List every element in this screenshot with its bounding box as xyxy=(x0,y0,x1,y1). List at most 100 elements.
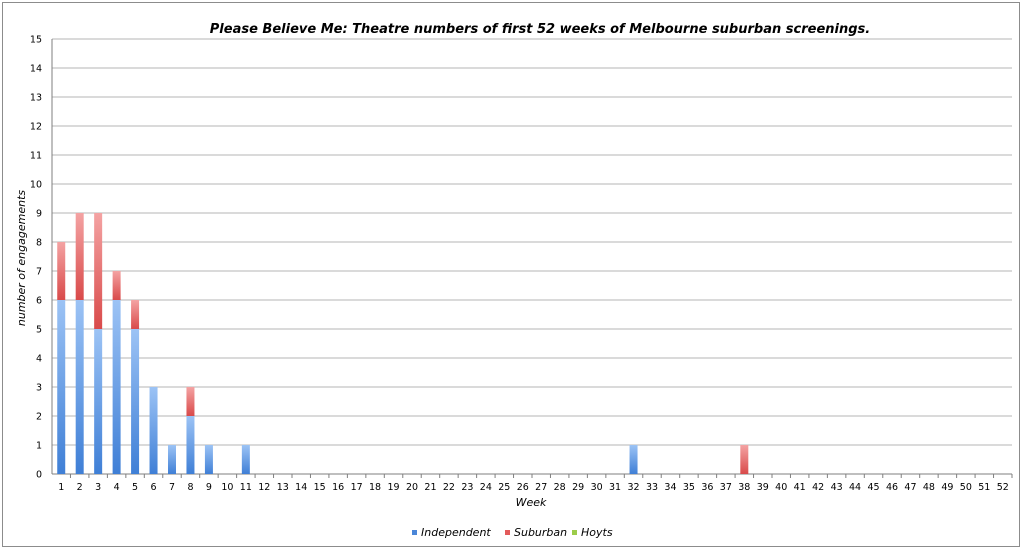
bar-suburban-week-8 xyxy=(186,387,195,416)
x-tick-label: 6 xyxy=(151,482,157,493)
bar-independent-week-11 xyxy=(241,445,250,474)
x-tick-label: 36 xyxy=(701,482,713,493)
x-axis-ticks: 1 2 3 4 5 6 7 8 9 10 11 12 13 14 15 16 17 18 19 20 21 22 23 24 2… xyxy=(58,474,1013,493)
x-tick-label: 3 xyxy=(95,482,101,493)
bar-suburban-week-3 xyxy=(94,213,103,329)
x-tick-label: 37 xyxy=(720,482,732,493)
x-tick-label: 35 xyxy=(683,482,695,493)
bar-independent-week-9 xyxy=(204,445,213,474)
x-tick-label: 4 xyxy=(114,482,120,493)
x-tick-label: 13 xyxy=(277,482,289,493)
x-tick-label: 34 xyxy=(664,482,676,493)
x-tick-label: 2 xyxy=(77,482,83,493)
x-tick-label: 12 xyxy=(258,482,270,493)
x-tick-label: 9 xyxy=(206,482,212,493)
x-tick-label: 11 xyxy=(240,482,252,493)
y-tick-label: 5 xyxy=(36,325,42,336)
bar-independent-week-32 xyxy=(629,445,638,474)
x-tick-label: 22 xyxy=(443,482,455,493)
x-tick-label: 32 xyxy=(627,482,639,493)
x-tick-label: 15 xyxy=(314,482,326,493)
x-tick-label: 31 xyxy=(609,482,621,493)
y-tick-label: 14 xyxy=(30,64,42,75)
y-tick-label: 15 xyxy=(30,35,42,46)
x-tick-label: 17 xyxy=(351,482,363,493)
legend-label-suburban: Suburban xyxy=(514,526,567,539)
y-tick-label: 13 xyxy=(30,93,42,104)
y-tick-label: 2 xyxy=(36,412,42,423)
x-tick-label: 7 xyxy=(169,482,175,493)
x-tick-label: 28 xyxy=(554,482,566,493)
bar-suburban-week-5 xyxy=(131,300,140,329)
x-tick-label: 20 xyxy=(406,482,418,493)
x-tick-label: 10 xyxy=(221,482,233,493)
x-tick-label: 16 xyxy=(332,482,344,493)
y-tick-label: 11 xyxy=(30,151,42,162)
x-tick-label: 40 xyxy=(775,482,787,493)
bar-suburban-week-1 xyxy=(57,242,66,300)
bars xyxy=(57,213,749,474)
y-axis-label: number of engagements xyxy=(15,190,28,327)
legend-label-hoyts: Hoyts xyxy=(581,526,613,539)
x-tick-label: 24 xyxy=(480,482,492,493)
y-tick-label: 6 xyxy=(36,296,42,307)
bar-independent-week-6 xyxy=(149,387,158,474)
x-tick-label: 45 xyxy=(867,482,879,493)
x-tick-label: 25 xyxy=(498,482,510,493)
legend-swatch-hoyts xyxy=(572,530,577,535)
x-tick-label: 27 xyxy=(535,482,547,493)
y-tick-label: 4 xyxy=(36,354,42,365)
x-tick-label: 1 xyxy=(58,482,64,493)
x-tick-label: 30 xyxy=(591,482,603,493)
legend-label-independent: Independent xyxy=(421,526,491,539)
y-tick-label: 1 xyxy=(36,441,42,452)
bar-independent-week-2 xyxy=(75,300,84,474)
x-tick-label: 21 xyxy=(424,482,436,493)
x-tick-label: 48 xyxy=(923,482,935,493)
x-tick-label: 5 xyxy=(132,482,138,493)
y-tick-label: 9 xyxy=(36,209,42,220)
y-tick-label: 10 xyxy=(30,180,42,191)
x-tick-label: 14 xyxy=(295,482,307,493)
y-tick-label: 12 xyxy=(30,122,42,133)
bar-independent-week-5 xyxy=(131,329,140,474)
x-tick-label: 8 xyxy=(187,482,193,493)
x-tick-label: 51 xyxy=(978,482,990,493)
x-tick-label: 50 xyxy=(960,482,972,493)
y-tick-label: 8 xyxy=(36,238,42,249)
x-tick-label: 23 xyxy=(461,482,473,493)
bar-suburban-week-4 xyxy=(112,271,121,300)
x-tick-label: 29 xyxy=(572,482,584,493)
x-tick-label: 26 xyxy=(517,482,529,493)
bar-independent-week-1 xyxy=(57,300,66,474)
x-tick-label: 46 xyxy=(886,482,898,493)
x-axis-label: Week xyxy=(516,496,547,509)
x-tick-label: 44 xyxy=(849,482,861,493)
x-tick-label: 18 xyxy=(369,482,381,493)
x-tick-label: 19 xyxy=(387,482,399,493)
bar-suburban-week-2 xyxy=(75,213,84,300)
chart-title: Please Believe Me: Theatre numbers of fi… xyxy=(210,22,870,37)
x-tick-label: 38 xyxy=(738,482,750,493)
grid-lines xyxy=(51,38,1012,475)
x-tick-label: 47 xyxy=(904,482,916,493)
x-tick-label: 39 xyxy=(757,482,769,493)
x-tick-label: 33 xyxy=(646,482,658,493)
y-tick-label: 7 xyxy=(36,267,42,278)
legend-swatch-independent xyxy=(412,530,417,535)
y-tick-label: 0 xyxy=(36,470,42,481)
bar-independent-week-4 xyxy=(112,300,121,474)
x-tick-label: 42 xyxy=(812,482,824,493)
bar-independent-week-3 xyxy=(94,329,103,474)
x-tick-label: 49 xyxy=(941,482,953,493)
legend-swatch-suburban xyxy=(505,530,510,535)
x-tick-label: 43 xyxy=(831,482,843,493)
bar-suburban-week-38 xyxy=(740,445,749,474)
x-tick-label: 41 xyxy=(794,482,806,493)
bar-independent-week-7 xyxy=(168,445,176,474)
legend: Independent Suburban Hoyts xyxy=(412,526,613,539)
bar-independent-week-8 xyxy=(186,416,195,474)
y-tick-label: 3 xyxy=(36,383,42,394)
x-tick-label: 52 xyxy=(997,482,1009,493)
